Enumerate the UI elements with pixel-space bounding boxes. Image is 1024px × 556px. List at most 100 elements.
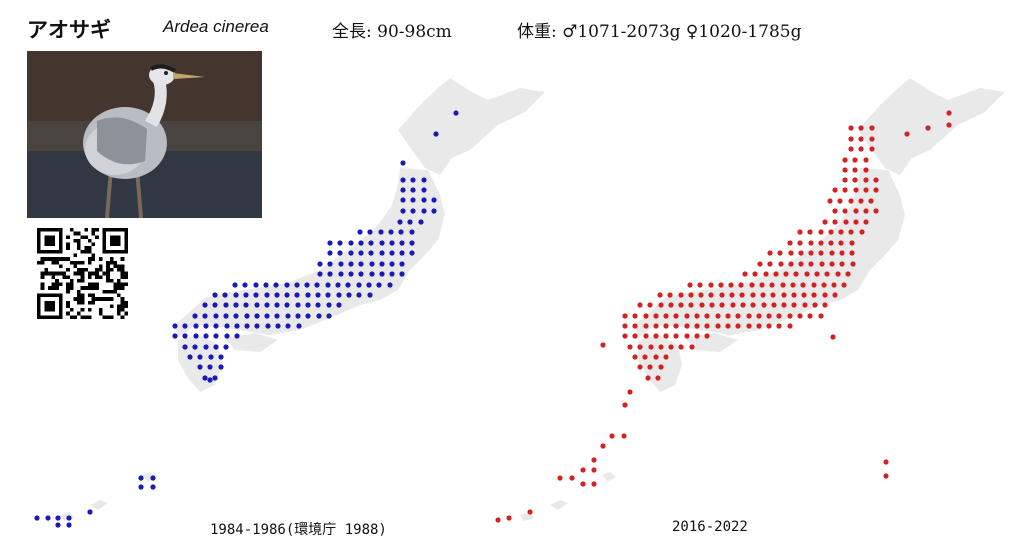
qr-module xyxy=(117,308,121,312)
survey-dot xyxy=(808,250,814,256)
survey-dot xyxy=(643,333,649,339)
qr-module xyxy=(87,286,92,290)
qr-module xyxy=(117,293,121,298)
survey-dot xyxy=(348,240,354,246)
survey-dot xyxy=(527,509,533,515)
survey-dot xyxy=(207,364,213,370)
survey-dot xyxy=(356,292,362,298)
qr-module xyxy=(55,271,59,276)
qr-module xyxy=(73,260,78,265)
qr-module xyxy=(91,242,96,247)
survey-dot xyxy=(818,229,824,235)
survey-dot xyxy=(818,313,824,319)
survey-dot xyxy=(852,157,858,163)
survey-dot xyxy=(295,313,301,319)
survey-dot xyxy=(788,261,794,267)
qr-module xyxy=(40,260,45,265)
qr-module xyxy=(98,308,103,312)
survey-dot xyxy=(828,229,834,235)
survey-dot xyxy=(388,229,394,235)
right-ryukyu xyxy=(520,472,616,521)
qr-module xyxy=(44,271,48,276)
survey-dot xyxy=(684,313,690,319)
caption-2016-2022: 2016-2022 xyxy=(672,519,748,535)
qr-module xyxy=(58,282,63,287)
qr-module xyxy=(69,228,74,232)
survey-dot xyxy=(431,197,437,203)
survey-dot xyxy=(400,177,406,183)
survey-dot xyxy=(346,292,352,298)
qr-module xyxy=(66,286,70,290)
survey-dot xyxy=(715,313,721,319)
qr-module xyxy=(106,278,110,283)
survey-dot xyxy=(678,302,684,308)
survey-dot xyxy=(787,240,793,246)
qr-module xyxy=(77,293,81,298)
survey-dot xyxy=(715,323,721,329)
survey-dot xyxy=(829,261,835,267)
qr-module xyxy=(117,282,121,287)
survey-dot xyxy=(358,271,364,277)
survey-dot xyxy=(821,282,827,288)
survey-dot xyxy=(873,208,879,214)
survey-dot xyxy=(859,229,865,235)
qr-module xyxy=(109,268,114,272)
survey-dot xyxy=(274,292,280,298)
qr-module xyxy=(77,260,81,265)
qr-code[interactable] xyxy=(37,228,128,319)
qr-module xyxy=(87,275,92,279)
survey-dot xyxy=(773,271,779,277)
survey-dot xyxy=(223,302,229,308)
survey-dot xyxy=(818,250,824,256)
survey-dot xyxy=(756,323,762,329)
survey-dot xyxy=(366,282,372,288)
survey-dot xyxy=(827,198,833,204)
qr-module xyxy=(106,264,110,269)
survey-dot xyxy=(808,261,814,267)
survey-dot xyxy=(850,261,856,267)
survey-dot xyxy=(208,354,214,360)
survey-dot xyxy=(863,167,869,173)
survey-dot xyxy=(369,261,375,267)
survey-dot xyxy=(294,282,300,288)
qr-module xyxy=(120,275,125,279)
survey-dot xyxy=(233,302,239,308)
qr-module xyxy=(77,271,81,276)
qr-module xyxy=(117,268,121,272)
survey-dot xyxy=(222,292,228,298)
survey-dot xyxy=(348,271,354,277)
qr-module xyxy=(66,282,70,287)
qr-module xyxy=(91,286,96,290)
survey-dot xyxy=(399,261,405,267)
survey-dot xyxy=(580,467,586,473)
qr-module xyxy=(120,282,125,287)
survey-dot xyxy=(848,198,854,204)
survey-dot xyxy=(699,302,705,308)
qr-module xyxy=(113,289,118,294)
right-hokkaido xyxy=(858,78,1005,175)
qr-module xyxy=(73,271,78,276)
qr-module xyxy=(106,289,110,294)
qr-module xyxy=(58,271,63,276)
survey-dot xyxy=(863,157,869,163)
survey-dot xyxy=(409,250,415,256)
survey-dot xyxy=(336,302,342,308)
qr-module xyxy=(109,260,114,265)
qr-module xyxy=(109,315,114,319)
qr-module xyxy=(84,249,88,254)
survey-dot xyxy=(264,302,270,308)
survey-dot xyxy=(842,208,848,214)
survey-dot xyxy=(264,313,270,319)
qr-module xyxy=(80,293,85,298)
body-weight: 体重: ♂1071-2073g ♀1020-1785g xyxy=(517,22,802,42)
survey-dot xyxy=(421,177,427,183)
qr-module xyxy=(87,271,92,276)
survey-dot xyxy=(697,282,703,288)
qr-module xyxy=(47,286,52,290)
survey-dot xyxy=(778,261,784,267)
survey-dot xyxy=(202,375,208,381)
survey-dot xyxy=(253,282,259,288)
qr-module xyxy=(113,260,118,265)
survey-dot xyxy=(684,323,690,329)
